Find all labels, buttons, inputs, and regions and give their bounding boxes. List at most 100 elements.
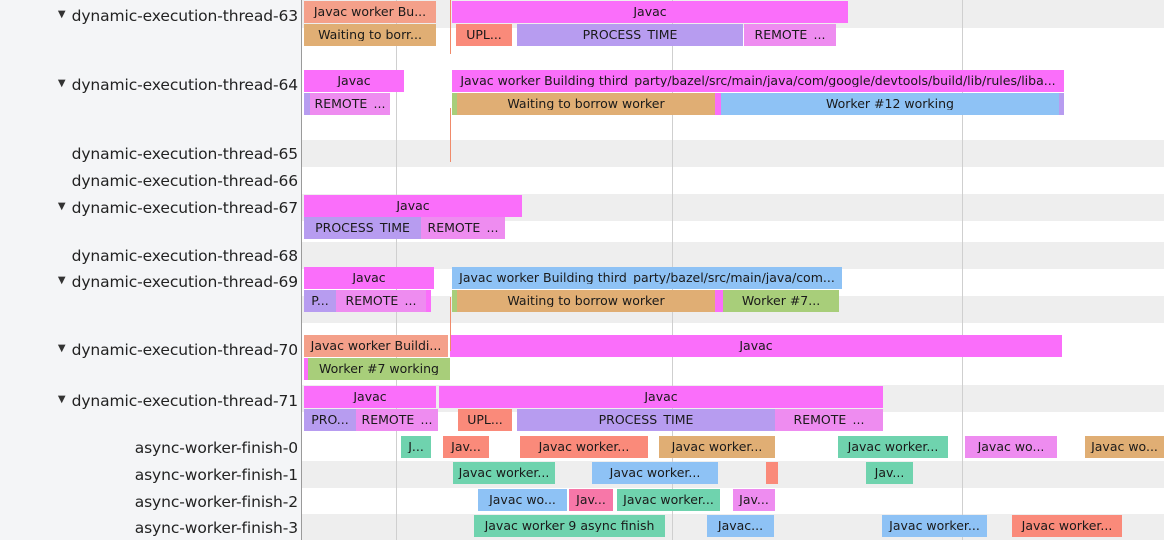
timeline-slice[interactable]: Javac worker... (659, 436, 775, 458)
track-label-dynamic-execution-thread-67[interactable]: ▼ dynamic-execution-thread-67 (0, 198, 300, 218)
track-label-dynamic-execution-thread-69[interactable]: ▼ dynamic-execution-thread-69 (0, 272, 300, 292)
track-label-async-worker-finish-2[interactable]: async-worker-finish-2 (0, 492, 300, 512)
slice-label: Javac worker... (1021, 519, 1113, 533)
timeline-slice[interactable]: Javac (439, 386, 883, 408)
track-label-async-worker-finish-0[interactable]: async-worker-finish-0 (0, 438, 300, 458)
timeline-slice[interactable] (715, 93, 721, 115)
timeline-slice[interactable]: Waiting to borrow worker (457, 290, 715, 312)
timeline-slice[interactable] (304, 93, 310, 115)
timeline-slice[interactable]: Javac worker Building third_party/bazel/… (452, 70, 1064, 92)
timeline-slice[interactable]: REMOTE_... (744, 24, 836, 46)
timeline-slice[interactable]: Javac (304, 386, 436, 408)
timeline-slice[interactable]: Javac worker Building third_party/bazel/… (452, 267, 842, 289)
timeline-slice[interactable] (766, 462, 778, 484)
track-label-dynamic-execution-thread-64[interactable]: ▼ dynamic-execution-thread-64 (0, 75, 300, 95)
track-label-dynamic-execution-thread-63[interactable]: ▼ dynamic-execution-thread-63 (0, 6, 300, 26)
timeline-slice[interactable]: Javac (450, 335, 1062, 357)
timeline-slice[interactable]: REMOTE_... (356, 409, 438, 431)
track-label-dynamic-execution-thread-71[interactable]: ▼ dynamic-execution-thread-71 (0, 391, 300, 411)
track-name: dynamic-execution-thread-65 (71, 145, 299, 163)
timeline-slice[interactable] (426, 290, 431, 312)
slice-label: P... (311, 294, 329, 308)
slice-label: Javac worker... (889, 519, 980, 533)
timeline-slice[interactable]: Javac worker... (838, 436, 948, 458)
timeline-slice[interactable]: Javac worker... (882, 515, 987, 537)
chevron-down-icon[interactable]: ▼ (57, 78, 66, 89)
timeline-slice[interactable]: REMOTE_... (336, 290, 426, 312)
slice-label: Javac (644, 390, 678, 404)
timeline-slice[interactable]: Javac... (707, 515, 774, 537)
timeline-slice[interactable]: Javac worker Bu... (304, 1, 436, 23)
timeline-slice[interactable]: UPL... (458, 409, 512, 431)
timeline-slice[interactable]: Jav... (569, 489, 613, 511)
track-label-async-worker-finish-1[interactable]: async-worker-finish-1 (0, 465, 300, 485)
timeline-slice[interactable]: Javac worker... (592, 462, 718, 484)
chevron-down-icon[interactable]: ▼ (57, 9, 66, 20)
chevron-down-icon[interactable]: ▼ (57, 343, 66, 354)
timeline-slice[interactable]: Waiting to borr... (304, 24, 436, 46)
track-label-async-worker-finish-3[interactable]: async-worker-finish-3 (0, 518, 300, 538)
timeline-slice[interactable]: REMOTE_... (421, 217, 505, 239)
flow-tick (450, 297, 451, 351)
timeline-slice[interactable]: Jav... (866, 462, 913, 484)
timeline-slice[interactable]: UPL... (456, 24, 512, 46)
slice-label: Jav... (874, 466, 905, 480)
timeline-slice[interactable]: Jav... (443, 436, 489, 458)
timeline-slice[interactable]: Worker #7... (723, 290, 839, 312)
slice-label: Javac worker... (671, 440, 763, 454)
timeline-slice[interactable]: Javac worker 9 async finish (474, 515, 665, 537)
slice-label: UPL... (466, 28, 502, 42)
timeline-slice[interactable]: J... (401, 436, 431, 458)
slice-label: Javac (633, 5, 667, 19)
timeline-slice[interactable]: Jav... (733, 489, 775, 511)
timeline-slice[interactable]: Javac wo... (1085, 436, 1164, 458)
timeline-slice[interactable]: Javac (452, 1, 848, 23)
timeline-slice[interactable]: Javac wo... (478, 489, 567, 511)
timeline-slice[interactable]: Javac worker... (1012, 515, 1122, 537)
timeline-slice[interactable]: REMOTE_... (310, 93, 390, 115)
chevron-down-icon[interactable]: ▼ (57, 394, 66, 405)
timeline-slice[interactable]: REMOTE_... (775, 409, 883, 431)
timeline-slice[interactable]: PROCESS_TIME (304, 217, 421, 239)
timeline-slice[interactable]: PROCESS_TIME (517, 409, 775, 431)
chevron-down-icon[interactable]: ▼ (57, 275, 66, 286)
timeline-slice[interactable]: Worker #12 working (721, 93, 1059, 115)
timeline-slice[interactable]: Javac (304, 195, 522, 217)
timeline-slice[interactable]: PRO... (304, 409, 356, 431)
slice-label: REMOTE_... (793, 413, 865, 427)
chevron-down-icon[interactable]: ▼ (57, 201, 66, 212)
slice-label: Javac... (717, 519, 764, 533)
timeline-slice[interactable]: Javac wo... (965, 436, 1057, 458)
timeline-slice[interactable]: P... (304, 290, 336, 312)
track-name: async-worker-finish-1 (134, 466, 298, 484)
timeline-slice[interactable]: Javac worker... (453, 462, 555, 484)
timeline-slice[interactable] (452, 93, 457, 115)
timeline-slice[interactable] (715, 290, 723, 312)
timeline-slice[interactable]: Javac (304, 70, 404, 92)
timeline-slice[interactable] (1059, 93, 1064, 115)
slice-label: Javac worker... (458, 466, 550, 480)
track-label-dynamic-execution-thread-66[interactable]: dynamic-execution-thread-66 (0, 171, 300, 191)
timeline-slice[interactable] (452, 290, 457, 312)
timeline-slice[interactable]: Javac worker Buildi... (304, 335, 448, 357)
timeline-slice[interactable]: Javac worker... (520, 436, 648, 458)
track-name: dynamic-execution-thread-64 (71, 76, 299, 94)
track-name: async-worker-finish-0 (134, 439, 298, 457)
track-label-dynamic-execution-thread-65[interactable]: dynamic-execution-thread-65 (0, 144, 300, 164)
track-label-gutter[interactable]: ▼ dynamic-execution-thread-63 ▼ dynamic-exe… (0, 0, 302, 540)
timeline-slice[interactable]: PROCESS_TIME (517, 24, 743, 46)
slice-label: REMOTE_... (754, 28, 826, 42)
slice-label: REMOTE_... (314, 97, 386, 111)
timeline-slice[interactable]: Waiting to borrow worker (457, 93, 715, 115)
timeline-slice[interactable] (304, 358, 308, 380)
slice-label: Javac worker Bu... (313, 5, 427, 19)
timeline-slice[interactable]: Javac worker... (617, 489, 720, 511)
timeline-slice[interactable]: Javac (304, 267, 434, 289)
timeline-slice[interactable]: Worker #7 working (308, 358, 450, 380)
slice-label: Worker #12 working (826, 97, 954, 111)
track-label-dynamic-execution-thread-70[interactable]: ▼ dynamic-execution-thread-70 (0, 340, 300, 360)
slice-label: Javac wo... (977, 440, 1045, 454)
track-label-dynamic-execution-thread-68[interactable]: dynamic-execution-thread-68 (0, 246, 300, 266)
